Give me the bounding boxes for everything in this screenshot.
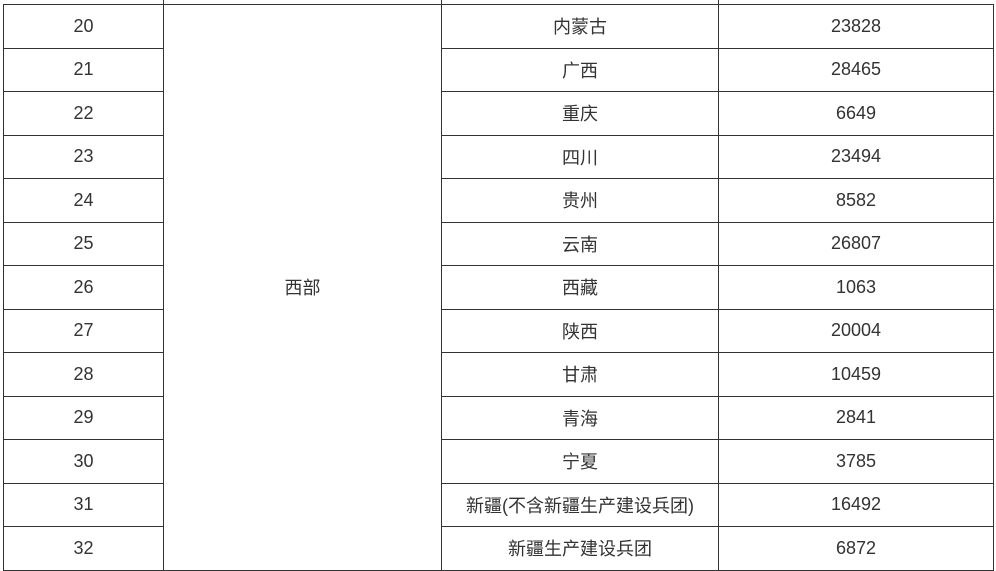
province-cell: 四川 <box>441 134 719 179</box>
value-cell: 3785 <box>718 439 994 484</box>
row-number-cell: 31 <box>3 482 164 527</box>
row-number-cell: 30 <box>3 439 164 484</box>
table-row: 30 宁夏 3785 <box>3 439 994 484</box>
column-divider <box>163 0 164 4</box>
value-cell: 6649 <box>718 91 994 136</box>
province-cell: 西藏 <box>441 265 719 310</box>
value-cell: 20004 <box>718 308 994 353</box>
value-cell: 2841 <box>718 395 994 440</box>
value-cell: 8582 <box>718 178 994 223</box>
table-row: 23 四川 23494 <box>3 134 994 179</box>
value-cell: 23828 <box>718 4 994 49</box>
table-row: 20 西部 内蒙古 23828 <box>3 4 994 571</box>
data-table: 20 西部 内蒙古 23828 21 广西 28465 22 重庆 6649 23 四川 23494 24… <box>3 4 994 571</box>
table-row: 28 甘肃 10459 <box>3 352 994 397</box>
row-number-cell: 32 <box>3 526 164 571</box>
table-row: 27 陕西 20004 <box>3 308 994 353</box>
region-cell: 西部 <box>163 4 442 571</box>
province-cell: 陕西 <box>441 308 719 353</box>
table-row: 25 云南 26807 <box>3 221 994 266</box>
province-cell: 广西 <box>441 47 719 92</box>
table-row: 21 广西 28465 <box>3 47 994 92</box>
province-cell: 内蒙古 <box>441 4 719 49</box>
table-row: 22 重庆 6649 <box>3 91 994 136</box>
province-cell: 甘肃 <box>441 352 719 397</box>
row-number-cell: 21 <box>3 47 164 92</box>
row-number-cell: 24 <box>3 178 164 223</box>
row-number-cell: 25 <box>3 221 164 266</box>
value-cell: 10459 <box>718 352 994 397</box>
column-divider <box>718 0 719 4</box>
table-row: 32 新疆生产建设兵团 6872 <box>3 526 994 571</box>
province-cell: 重庆 <box>441 91 719 136</box>
row-number-cell: 20 <box>3 4 164 49</box>
row-number-cell: 26 <box>3 265 164 310</box>
value-cell: 23494 <box>718 134 994 179</box>
row-number-cell: 22 <box>3 91 164 136</box>
table-row: 29 青海 2841 <box>3 395 994 440</box>
province-cell: 新疆生产建设兵团 <box>441 526 719 571</box>
province-cell: 宁夏 <box>441 439 719 484</box>
province-cell: 青海 <box>441 395 719 440</box>
column-divider <box>441 0 442 4</box>
value-cell: 6872 <box>718 526 994 571</box>
table-row: 24 贵州 8582 <box>3 178 994 223</box>
value-cell: 1063 <box>718 265 994 310</box>
row-number-cell: 28 <box>3 352 164 397</box>
value-cell: 28465 <box>718 47 994 92</box>
table-row: 31 新疆(不含新疆生产建设兵团) 16492 <box>3 482 994 527</box>
table-row: 26 西藏 1063 <box>3 265 994 310</box>
value-cell: 26807 <box>718 221 994 266</box>
row-number-cell: 23 <box>3 134 164 179</box>
row-number-cell: 29 <box>3 395 164 440</box>
province-cell: 新疆(不含新疆生产建设兵团) <box>441 482 719 527</box>
value-cell: 16492 <box>718 482 994 527</box>
province-cell: 云南 <box>441 221 719 266</box>
province-cell: 贵州 <box>441 178 719 223</box>
row-number-cell: 27 <box>3 308 164 353</box>
